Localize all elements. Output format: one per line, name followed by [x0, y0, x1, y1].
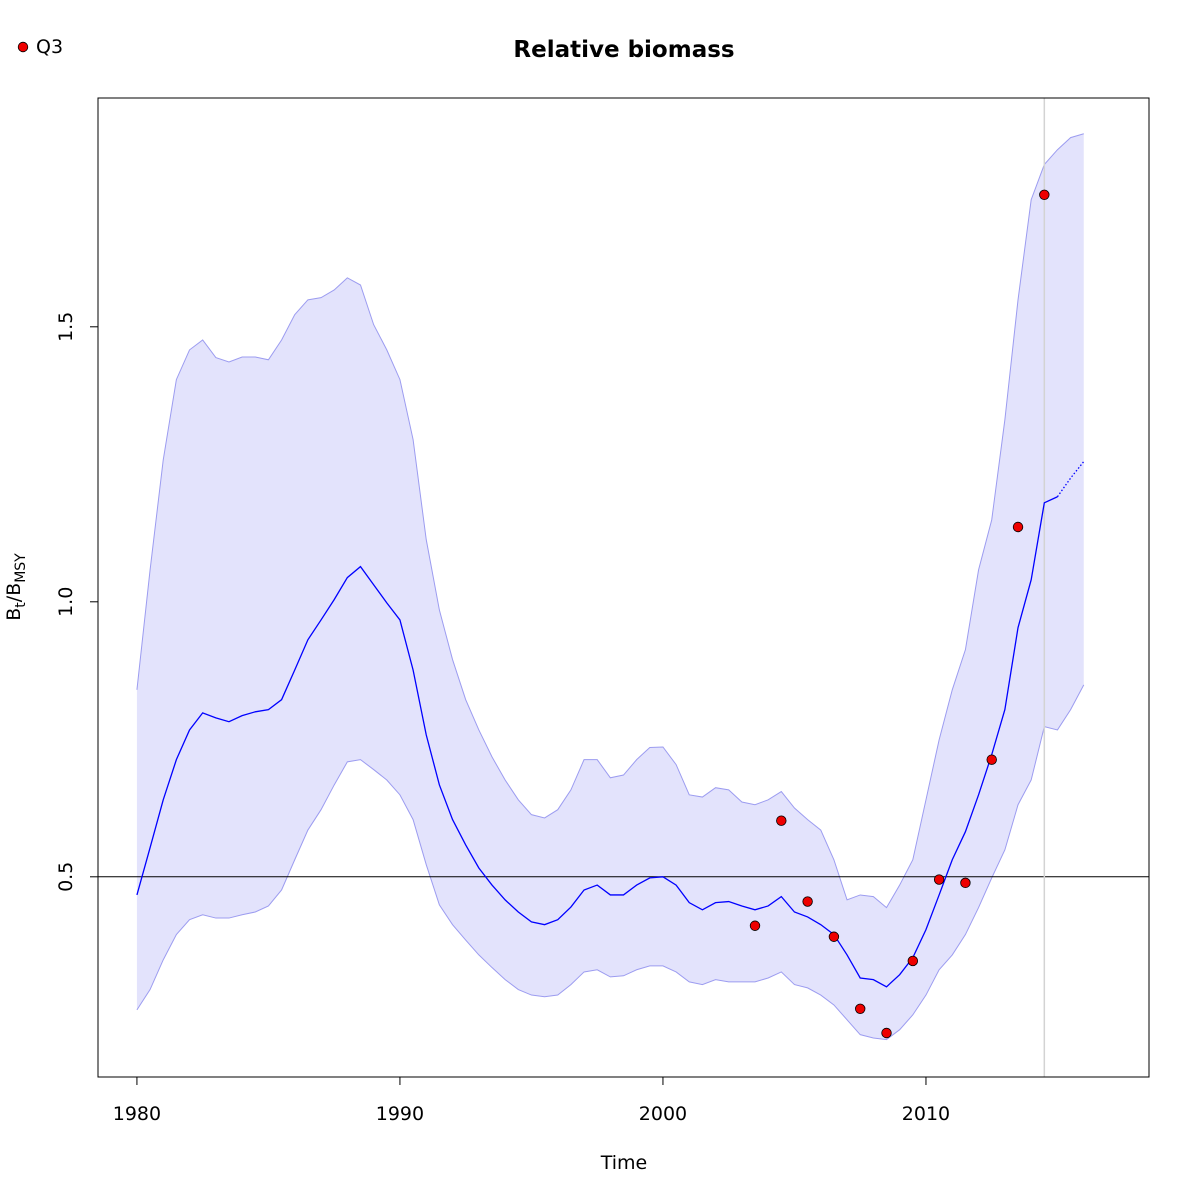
- observation-point: [907, 955, 919, 967]
- estimate-line: [136, 496, 1058, 988]
- band-lower: [136, 684, 1085, 1041]
- y-tick-label: 1.0: [55, 587, 77, 617]
- chart-title: Relative biomass: [513, 37, 734, 63]
- y-axis-label: Bt/BMSY: [3, 553, 29, 621]
- x-tick-label: 2000: [639, 1103, 687, 1125]
- y-label-part: t: [13, 602, 29, 608]
- x-tick-label: 2010: [902, 1103, 950, 1125]
- observation-point: [749, 920, 761, 931]
- observation-point: [1039, 189, 1050, 201]
- observation-point: [1012, 521, 1024, 533]
- y-label-part: /B: [3, 583, 25, 602]
- observation-point: [828, 931, 840, 942]
- x-axis-label: Time: [600, 1152, 648, 1174]
- observation-point: [933, 874, 945, 885]
- y-label-part: B: [3, 608, 25, 621]
- x-tick-label: 1990: [376, 1103, 424, 1125]
- legend-label: Q3: [36, 36, 63, 58]
- confidence-band: [136, 133, 1084, 1040]
- y-tick-label: 1.5: [55, 312, 77, 342]
- y-label-part: MSY: [13, 553, 29, 583]
- y-tick-label: 0.5: [55, 862, 77, 892]
- forecast-line: [1056, 461, 1085, 498]
- observation-point: [855, 1003, 866, 1015]
- x-tick-label: 1980: [113, 1103, 161, 1125]
- plot-frame: [97, 97, 1150, 1078]
- observation-point: [776, 815, 787, 826]
- band-upper: [136, 133, 1084, 909]
- observation-point: [960, 877, 971, 889]
- legend-marker: [17, 41, 29, 53]
- observation-point: [881, 1027, 892, 1039]
- observation-point: [802, 896, 813, 907]
- observation-point: [986, 754, 997, 765]
